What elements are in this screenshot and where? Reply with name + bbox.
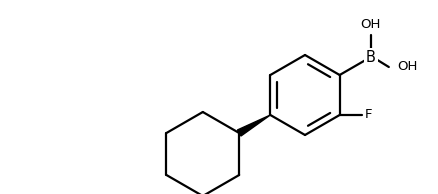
Text: F: F	[365, 108, 372, 121]
Text: B: B	[366, 49, 376, 64]
Text: OH: OH	[360, 18, 381, 31]
Text: OH: OH	[397, 61, 417, 74]
Polygon shape	[237, 115, 270, 136]
